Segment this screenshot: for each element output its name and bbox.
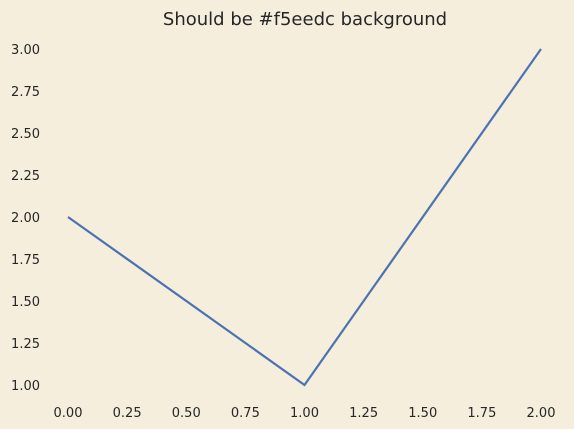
y-tick-label: 2.00 (11, 211, 40, 226)
x-axis-ticks: 0.00 0.25 0.50 0.75 1.00 1.25 1.50 1.75 2.00 (54, 406, 556, 421)
series-layer (67, 48, 542, 387)
x-tick-label: 0.50 (172, 406, 201, 421)
x-tick-label: 0.00 (54, 406, 83, 421)
series-line (67, 48, 542, 387)
y-tick-label: 1.75 (11, 253, 40, 268)
y-tick-label: 1.50 (11, 295, 40, 310)
y-tick-label: 2.75 (11, 85, 40, 100)
x-tick-label: 1.25 (349, 406, 378, 421)
x-tick-label: 0.25 (113, 406, 142, 421)
x-tick-label: 1.00 (290, 406, 319, 421)
chart-title: Should be #f5eedc background (163, 9, 447, 30)
y-axis-ticks: 1.00 1.25 1.50 1.75 2.00 2.25 2.50 2.75 3.00 (11, 43, 40, 394)
y-tick-label: 2.25 (11, 169, 40, 184)
x-tick-label: 1.75 (467, 406, 496, 421)
y-tick-label: 3.00 (11, 43, 40, 58)
y-tick-label: 2.50 (11, 127, 40, 142)
y-tick-label: 1.25 (11, 337, 40, 352)
y-tick-label: 1.00 (11, 379, 40, 394)
x-tick-label: 1.50 (408, 406, 437, 421)
x-tick-label: 2.00 (527, 406, 556, 421)
x-tick-label: 0.75 (231, 406, 260, 421)
